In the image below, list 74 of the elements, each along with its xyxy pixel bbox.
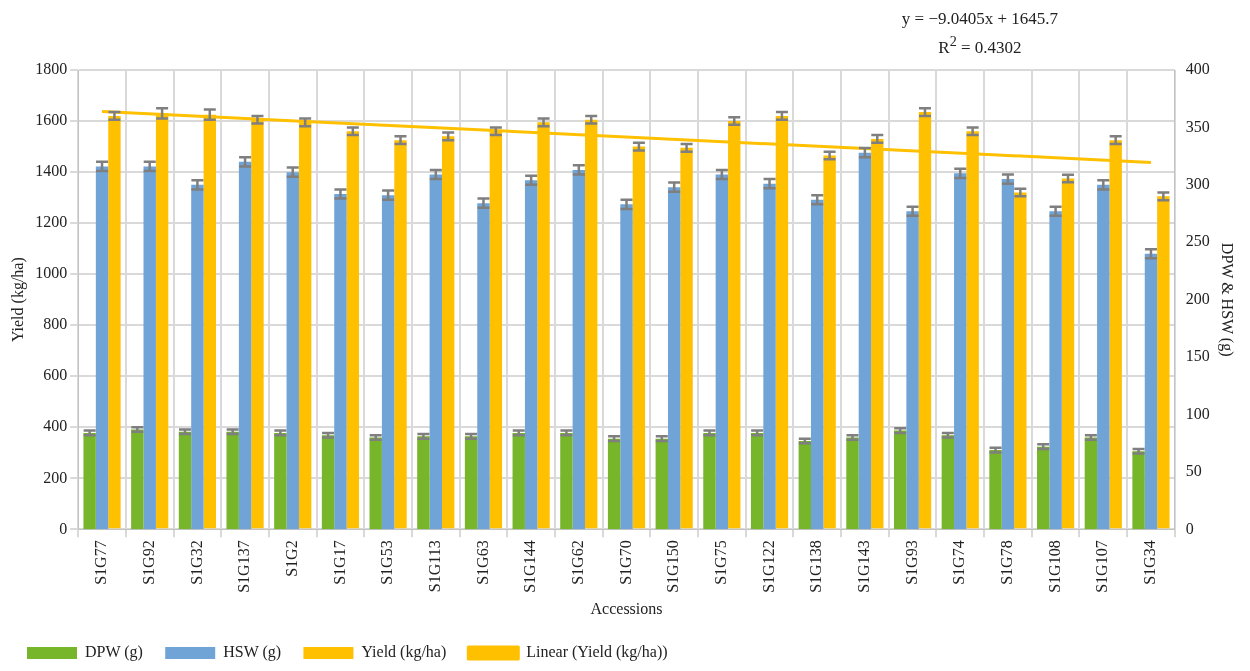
bar bbox=[750, 432, 764, 530]
bar bbox=[560, 432, 573, 530]
x-tick-label: S1G63 bbox=[473, 540, 491, 585]
y2-tick-label: 350 bbox=[1185, 117, 1210, 135]
bar bbox=[607, 438, 621, 530]
y2-tick-label: 150 bbox=[1185, 347, 1210, 365]
bar bbox=[131, 429, 144, 530]
x-tick-label: S1G77 bbox=[92, 540, 110, 585]
y-tick-label: 1600 bbox=[35, 111, 68, 129]
y2-tick-label: 0 bbox=[1185, 519, 1194, 537]
bar bbox=[655, 438, 668, 530]
bar bbox=[798, 440, 812, 530]
x-tick-label: S1G53 bbox=[378, 540, 396, 585]
bar bbox=[846, 437, 859, 530]
x-tick-label: S1G75 bbox=[712, 540, 730, 585]
bar bbox=[417, 436, 430, 530]
bar bbox=[226, 431, 239, 530]
bar bbox=[274, 432, 287, 530]
x-tick-label: S1G137 bbox=[235, 540, 253, 593]
bar bbox=[941, 435, 955, 530]
x-tick-label: S1G32 bbox=[187, 540, 205, 585]
x-tick-label: S1G107 bbox=[1093, 540, 1111, 593]
x-tick-label: S1G34 bbox=[1141, 540, 1159, 585]
y2-tick-label: 300 bbox=[1185, 175, 1210, 193]
x-tick-label: S1G70 bbox=[616, 540, 634, 585]
legend-label: DPW (g) bbox=[85, 643, 143, 662]
x-axis-title: Accessions bbox=[590, 599, 663, 617]
legend-label: HSW (g) bbox=[223, 643, 282, 662]
bar bbox=[178, 431, 192, 530]
x-tick-label: S1G17 bbox=[330, 540, 348, 585]
text: y = −9.0405x + 1645.7 bbox=[900, 8, 1060, 30]
x-tick-label: S1G150 bbox=[664, 540, 682, 593]
bar bbox=[321, 435, 335, 530]
legend-label: Yield (kg/ha) bbox=[361, 643, 447, 662]
x-tick-label: S1G93 bbox=[902, 540, 920, 585]
bar bbox=[512, 432, 525, 530]
y2-axis-title: DPW & HSW (g) bbox=[1218, 242, 1237, 357]
bar bbox=[1084, 437, 1098, 530]
x-tick-label: S1G74 bbox=[950, 540, 968, 585]
y-tick-label: 800 bbox=[43, 315, 68, 333]
x-tick-label: S1G144 bbox=[521, 540, 539, 593]
bar bbox=[1132, 451, 1145, 530]
x-tick-label: S1G113 bbox=[425, 540, 443, 593]
x-tick-label: S1G138 bbox=[807, 540, 825, 593]
y2-tick-label: 50 bbox=[1185, 462, 1202, 480]
y-tick-label: 400 bbox=[43, 417, 68, 435]
bar bbox=[83, 432, 96, 530]
y-tick-label: 1200 bbox=[35, 213, 68, 231]
x-tick-label: S1G122 bbox=[759, 540, 777, 593]
x-tick-label: S1G143 bbox=[855, 540, 873, 593]
text: R$^{2}$ = 0.4302 bbox=[937, 32, 1023, 59]
y2-tick-label: 100 bbox=[1185, 404, 1210, 422]
legend-label: Linear (Yield (kg/ha)) bbox=[526, 643, 668, 662]
y2-tick-label: 200 bbox=[1185, 289, 1210, 307]
x-tick-label: S1G92 bbox=[139, 540, 157, 585]
y2-tick-label: 400 bbox=[1185, 60, 1210, 78]
y-tick-label: 1400 bbox=[35, 162, 68, 180]
y-axis-title: Yield (kg/ha) bbox=[8, 257, 27, 343]
bar bbox=[369, 437, 382, 530]
bar bbox=[464, 436, 478, 530]
x-tick-label: S1G78 bbox=[998, 540, 1016, 585]
bar bbox=[703, 432, 716, 530]
y-tick-label: 200 bbox=[43, 468, 68, 486]
x-tick-label: S1G108 bbox=[1045, 540, 1063, 593]
y-tick-label: 0 bbox=[59, 519, 68, 537]
x-tick-label: S1G62 bbox=[569, 540, 587, 585]
bar bbox=[1037, 446, 1050, 530]
y2-tick-label: 250 bbox=[1185, 232, 1210, 250]
y-tick-label: 1000 bbox=[35, 264, 68, 282]
bar bbox=[893, 430, 907, 530]
y-tick-label: 1800 bbox=[35, 60, 68, 78]
y-tick-label: 600 bbox=[43, 366, 68, 384]
x-tick-label: S1G2 bbox=[282, 540, 300, 577]
bar bbox=[989, 450, 1002, 530]
